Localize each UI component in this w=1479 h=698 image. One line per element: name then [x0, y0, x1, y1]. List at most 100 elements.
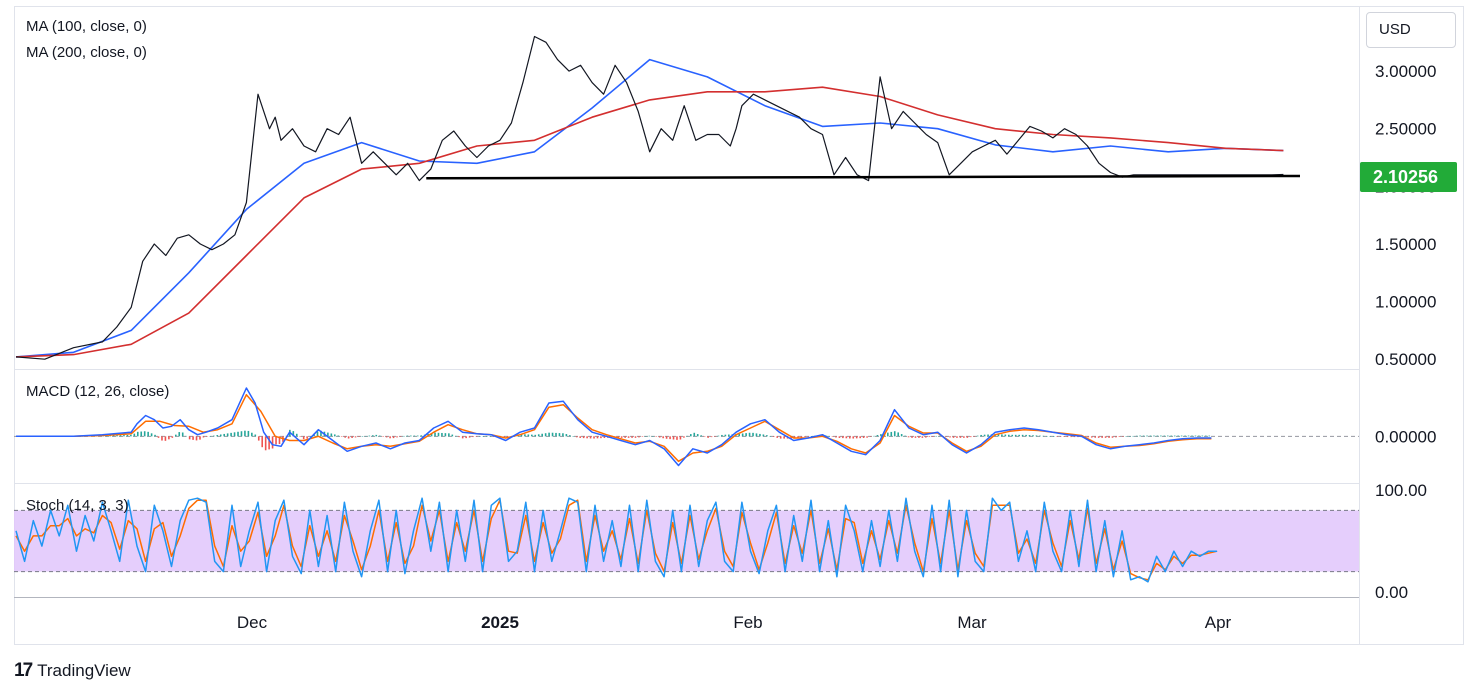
macd-histogram-bar: [976, 435, 979, 437]
macd-histogram-bar: [375, 434, 378, 437]
macd-histogram-bar: [534, 434, 537, 437]
macd-histogram-bar: [873, 435, 875, 437]
legend-ma200[interactable]: MA (200, close, 0): [24, 44, 149, 61]
macd-histogram-bar: [676, 436, 678, 440]
time-tick-label: 2025: [481, 613, 519, 632]
macd-histogram-bar: [1170, 435, 1173, 437]
macd-histogram-bar: [116, 435, 118, 437]
macd-histogram-bar: [154, 434, 156, 437]
macd-histogram-bar: [579, 436, 582, 438]
macd-histogram-bar: [1011, 434, 1014, 437]
macd-histogram-bar: [1118, 436, 1121, 437]
time-axis[interactable]: Dec 2025 Feb Mar Apr: [237, 613, 1232, 632]
macd-histogram-bar: [582, 436, 585, 439]
macd-histogram-bar: [558, 433, 561, 437]
macd-histogram-bar: [1156, 435, 1159, 437]
macd-histogram-bar: [416, 435, 419, 437]
macd-histogram-bar: [219, 434, 222, 437]
macd-histogram-bar: [665, 436, 668, 439]
macd-histogram-bar: [973, 436, 976, 437]
macd-histogram-bar: [275, 436, 277, 445]
macd-histogram-bar: [1090, 436, 1093, 438]
macd-histogram-bar: [479, 436, 481, 437]
legend-ma100[interactable]: MA (100, close, 0): [24, 18, 149, 35]
ma100-line: [15, 58, 1284, 358]
macd-histogram-bar: [1032, 435, 1034, 437]
macd-histogram-bar: [800, 436, 803, 438]
macd-histogram-bar: [188, 436, 191, 440]
macd-histogram-bar: [807, 436, 810, 437]
macd-histogram-bar: [358, 436, 360, 437]
macd-histogram-bar: [112, 435, 115, 437]
macd-histogram-bar: [655, 436, 658, 437]
macd-histogram-bar: [1052, 436, 1055, 437]
macd-histogram-bar: [531, 434, 533, 437]
price-tick-label: 3.00000: [1375, 62, 1436, 81]
macd-histogram-bar: [330, 433, 333, 437]
macd-histogram-bar: [828, 436, 830, 437]
macd-histogram-bar: [710, 436, 713, 438]
macd-histogram-bar: [396, 436, 398, 438]
macd-histogram-bar: [441, 432, 443, 437]
macd-histogram-bar: [202, 436, 205, 438]
macd-pane[interactable]: [14, 387, 1359, 467]
macd-histogram-bar: [651, 436, 654, 437]
macd-histogram-bar: [1149, 435, 1152, 437]
macd-histogram-bar: [700, 435, 702, 437]
macd-histogram-bar: [223, 433, 225, 437]
time-tick-label: Mar: [957, 613, 987, 632]
price-tick-label: 2.50000: [1375, 120, 1436, 139]
macd-histogram-bar: [900, 434, 903, 437]
price-pane[interactable]: [15, 35, 1301, 360]
macd-histogram-bar: [690, 434, 692, 437]
macd-histogram-bar: [465, 436, 467, 439]
tradingview-logo[interactable]: 17 TradingView: [14, 660, 131, 682]
macd-histogram-bar: [1070, 436, 1072, 438]
macd-histogram-bar: [766, 435, 768, 437]
macd-histogram-bar: [634, 436, 637, 438]
macd-histogram-bar: [717, 435, 720, 437]
macd-histogram-bar: [790, 436, 792, 439]
macd-histogram-bar: [921, 436, 924, 438]
macd-histogram-bar: [1077, 436, 1079, 438]
macd-histogram-bar: [486, 436, 488, 437]
macd-histogram-bar: [299, 436, 302, 437]
macd-histogram-bar: [914, 436, 917, 438]
legend-stoch[interactable]: Stoch (14, 3, 3): [26, 497, 129, 514]
macd-histogram-bar: [904, 435, 906, 437]
macd-histogram-bar: [1066, 436, 1069, 438]
macd-histogram-bar: [1059, 436, 1062, 437]
macd-histogram-bar: [1073, 436, 1076, 438]
macd-histogram-bar: [1160, 435, 1162, 437]
macd-histogram-bar: [399, 436, 402, 437]
macd-histogram-bar: [997, 434, 1000, 437]
macd-histogram-bar: [748, 432, 751, 437]
price-axis[interactable]: 3.000002.500002.000001.500001.000000.500…: [1375, 62, 1436, 602]
macd-histogram-bar: [1101, 436, 1103, 438]
macd-histogram-bar: [1135, 435, 1138, 437]
stoch-pane[interactable]: [14, 497, 1359, 583]
legend-macd[interactable]: MACD (12, 26, close): [24, 383, 172, 400]
macd-histogram-bar: [897, 432, 899, 437]
macd-histogram-bar: [620, 436, 623, 438]
macd-histogram-bar: [1008, 434, 1010, 437]
macd-histogram-bar: [237, 431, 239, 437]
macd-histogram-bar: [1122, 436, 1124, 437]
macd-histogram-bar: [454, 435, 457, 437]
macd-histogram-bar: [368, 435, 371, 437]
macd-histogram-bar: [136, 431, 139, 437]
stoch-band: [14, 510, 1359, 572]
macd-histogram-bar: [596, 436, 599, 439]
macd-histogram-bar: [420, 435, 423, 437]
macd-histogram-bar: [195, 436, 198, 441]
macd-histogram-bar: [1097, 436, 1100, 438]
macd-histogram-bar: [887, 432, 889, 437]
macd-histogram-bar: [589, 436, 592, 439]
macd-histogram-bar: [876, 434, 879, 437]
macd-histogram-bar: [859, 436, 861, 439]
currency-button[interactable]: USD: [1366, 12, 1456, 48]
macd-histogram-bar: [627, 436, 630, 438]
macd-histogram-bar: [254, 434, 257, 437]
macd-histogram-bar: [292, 431, 295, 437]
